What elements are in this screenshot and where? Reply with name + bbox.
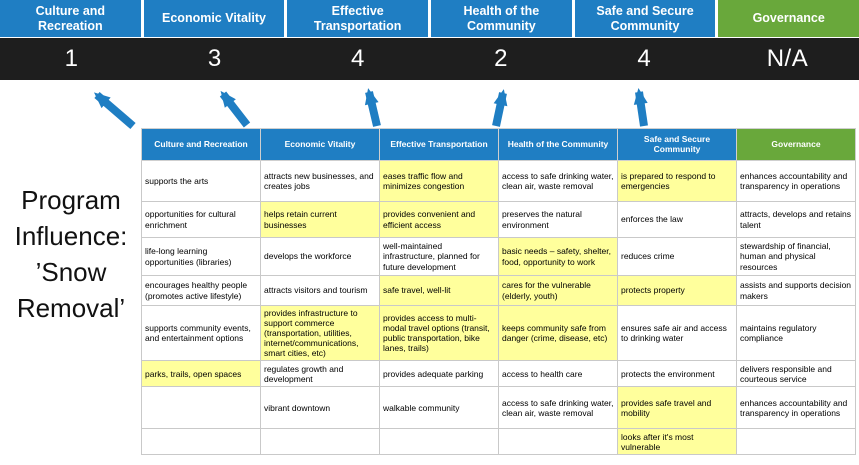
matrix-cell (498, 428, 618, 456)
matrix-row: supports the arts attracts new businesse… (141, 160, 856, 202)
pillar-header-row: Culture and Recreation Economic Vitality… (0, 0, 859, 37)
matrix-cell: access to safe drinking water, clean air… (498, 386, 618, 430)
matrix-header-effective-transportation: Effective Transportation (379, 128, 499, 161)
matrix-cell: stewardship of financial, human and phys… (736, 237, 856, 276)
matrix-cell: reduces crime (617, 237, 737, 276)
pillar-economic-vitality: Economic Vitality (143, 0, 285, 37)
matrix-header-governance: Governance (736, 128, 856, 161)
score-health-of-the-community: 2 (494, 45, 509, 72)
matrix-cell: regulates growth and development (260, 360, 380, 388)
score-band: 1 3 4 2 4 N/A (0, 38, 859, 80)
matrix-cell: ensures safe air and access to drinking … (617, 304, 737, 362)
matrix-cell: attracts visitors and tourism (260, 275, 380, 306)
program-title: Program Influence: ’Snow Removal’ (14, 185, 128, 323)
matrix-cell: attracts, develops and retains talent (736, 201, 856, 238)
matrix-row: vibrant downtown walkable community acce… (141, 386, 856, 430)
matrix-row: looks after it's most vulnerable (141, 428, 856, 456)
matrix-cell: provides convenient and efficient access (379, 201, 499, 238)
matrix-cell (379, 428, 499, 456)
score-culture-and-recreation: 1 (64, 45, 79, 72)
matrix-header-health-of-the-community: Health of the Community (498, 128, 618, 161)
matrix-cell: preserves the natural environment (498, 201, 618, 238)
matrix-cell: cares for the vulnerable (elderly, youth… (498, 275, 618, 306)
matrix-row: parks, trails, open spaces regulates gro… (141, 360, 856, 388)
pillar-safe-and-secure-community: Safe and Secure Community (574, 0, 716, 37)
matrix-cell: access to safe drinking water, clean air… (498, 160, 618, 202)
influence-matrix: Culture and Recreation Economic Vitality… (141, 128, 856, 456)
matrix-cell: provides infrastructure to support comme… (260, 304, 380, 362)
matrix-cell: provides access to multi-modal travel op… (379, 304, 499, 362)
matrix-cell: develops the workforce (260, 237, 380, 276)
matrix-cell: parks, trails, open spaces (141, 360, 261, 388)
matrix-cell (736, 428, 856, 456)
matrix-cell: basic needs – safety, shelter, food, opp… (498, 237, 618, 276)
matrix-cell: is prepared to respond to emergencies (617, 160, 737, 202)
up-arrow-icon (219, 90, 251, 128)
matrix-cell (141, 386, 261, 430)
matrix-header-safe-and-secure-community: Safe and Secure Community (617, 128, 737, 161)
matrix-cell: well-maintained infrastructure, planned … (379, 237, 499, 276)
matrix-row: life-long learning opportunities (librar… (141, 237, 856, 276)
matrix-row: opportunities for cultural enrichment he… (141, 201, 856, 238)
matrix-cell: enhances accountability and transparency… (736, 160, 856, 202)
matrix-cell: safe travel, well-lit (379, 275, 499, 306)
matrix-cell: provides adequate parking (379, 360, 499, 388)
matrix-cell: looks after it's most vulnerable (617, 428, 737, 456)
matrix-cell: attracts new businesses, and creates job… (260, 160, 380, 202)
matrix-cell: enhances accountability and transparency… (736, 386, 856, 430)
matrix-cell: keeps community safe from danger (crime,… (498, 304, 618, 362)
matrix-cell: supports community events, and entertain… (141, 304, 261, 362)
matrix-cell: supports the arts (141, 160, 261, 202)
pillar-culture-and-recreation: Culture and Recreation (0, 0, 141, 37)
matrix-cell (260, 428, 380, 456)
up-arrow-icon (93, 91, 136, 130)
matrix-cell: walkable community (379, 386, 499, 430)
matrix-row: encourages healthy people (promotes acti… (141, 275, 856, 306)
matrix-cell: protects the environment (617, 360, 737, 388)
score-safe-and-secure-community: 4 (637, 45, 652, 72)
matrix-cell: encourages healthy people (promotes acti… (141, 275, 261, 306)
score-effective-transportation: 4 (351, 45, 365, 72)
matrix-cell: enforces the law (617, 201, 737, 238)
matrix-cell: opportunities for cultural enrichment (141, 201, 261, 238)
matrix-row: supports community events, and entertain… (141, 304, 856, 362)
matrix-cell: delivers responsible and courteous servi… (736, 360, 856, 388)
matrix-cell: life-long learning opportunities (librar… (141, 237, 261, 276)
matrix-header-culture-and-recreation: Culture and Recreation (141, 128, 261, 161)
matrix-cell: access to health care (498, 360, 618, 388)
score-economic-vitality: 3 (207, 45, 222, 72)
matrix-cell: protects property (617, 275, 737, 306)
matrix-cell: provides safe travel and mobility (617, 386, 737, 430)
matrix-header-economic-vitality: Economic Vitality (260, 128, 380, 161)
pillar-health-of-the-community: Health of the Community (431, 0, 572, 37)
matrix-cell: eases traffic flow and minimizes congest… (379, 160, 499, 202)
up-arrow-icon (492, 89, 508, 127)
up-arrow-icon (633, 88, 648, 127)
pillar-governance: Governance (718, 0, 859, 37)
matrix-cell: assists and supports decision makers (736, 275, 856, 306)
score-governance: N/A (766, 45, 809, 72)
matrix-cell (141, 428, 261, 456)
up-arrow-icon (364, 88, 381, 127)
matrix-cell: maintains regulatory compliance (736, 304, 856, 362)
pillar-effective-transportation: Effective Transportation (287, 0, 429, 37)
matrix-header-row: Culture and Recreation Economic Vitality… (141, 128, 856, 161)
matrix-cell: helps retain current businesses (260, 201, 380, 238)
matrix-cell: vibrant downtown (260, 386, 380, 430)
